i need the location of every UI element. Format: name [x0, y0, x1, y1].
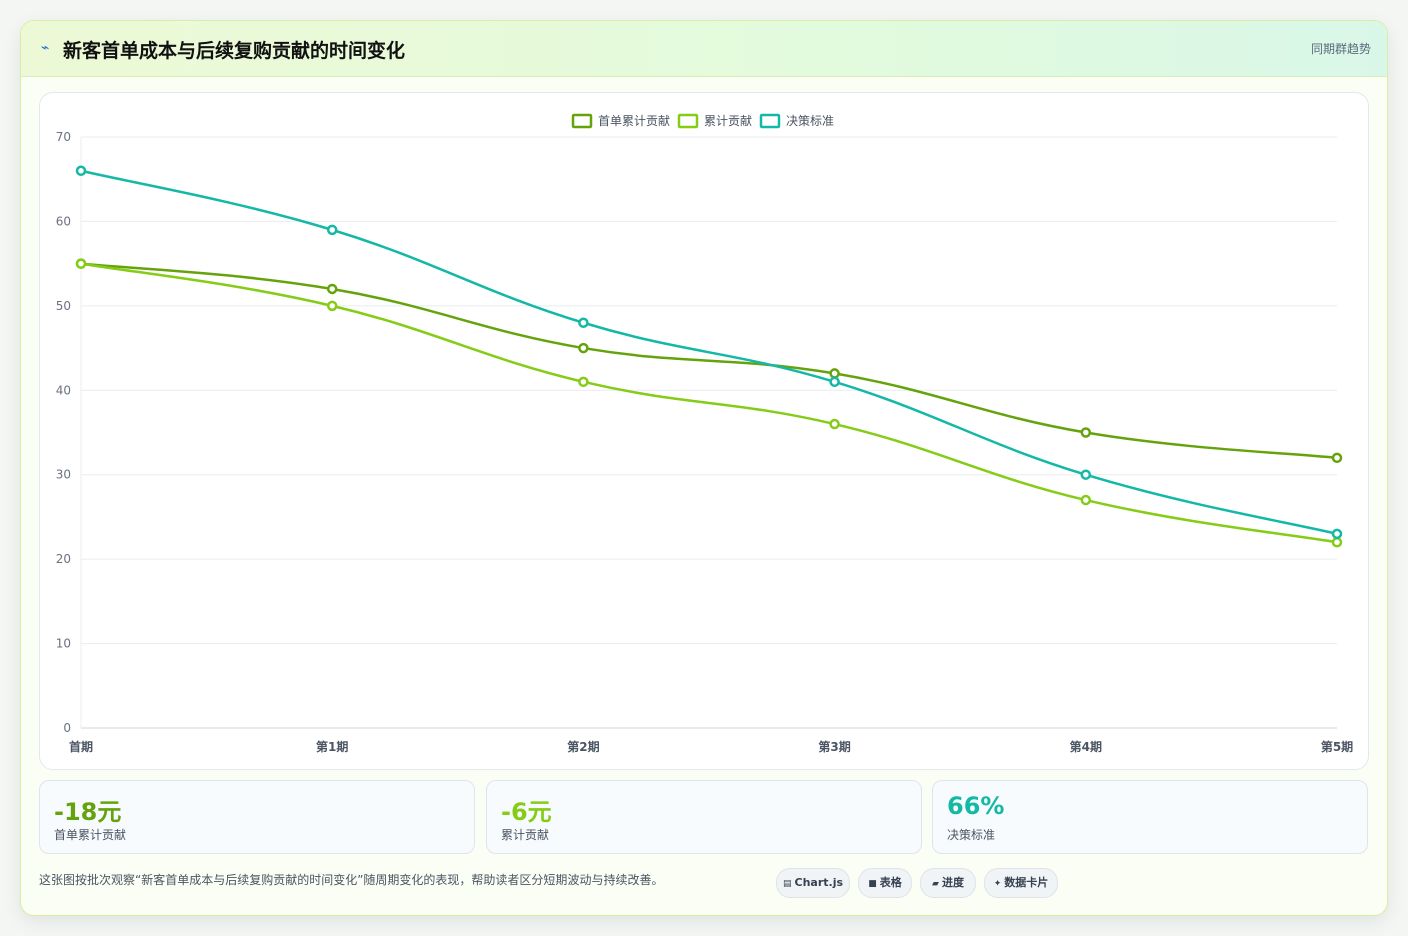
stat-value: 66% — [947, 792, 1005, 820]
legend-swatch — [759, 113, 781, 129]
header-tag: 同期群趋势 — [1310, 42, 1371, 56]
stat-label: 累计贡献 — [501, 828, 550, 842]
legend-swatch — [571, 113, 593, 129]
table-icon: ■ — [868, 879, 877, 889]
y-tick-label: 10 — [56, 637, 71, 651]
x-tick-label: 首期 — [69, 739, 93, 754]
data-point — [1080, 494, 1092, 506]
sparkle-icon: ✦ — [993, 879, 1002, 889]
legend-label: 累计贡献 — [704, 113, 752, 128]
legend-swatch — [677, 113, 699, 129]
data-point — [829, 368, 840, 379]
data-point — [1331, 528, 1343, 540]
card-header: ⌁ 新客首单成本与后续复购贡献的时间变化 同期群趋势 — [21, 21, 1387, 77]
progress-icon: ▰ — [932, 879, 939, 889]
stat-label: 首单累计贡献 — [54, 828, 127, 842]
line-chart: 0 10 20 30 40 50 60 70 首期 第1期 第2期 第3期 第4期 第5期 首单累计贡献 累计… — [56, 113, 1353, 754]
trend-icon: ⌁ — [41, 40, 50, 56]
x-tick-label: 第5期 — [1321, 739, 1353, 754]
pill-progress[interactable]: ▰ 进度 — [920, 868, 976, 898]
y-tick-label: 70 — [56, 130, 71, 144]
data-point — [326, 283, 338, 295]
stat-card-decision: 66% 决策标准 — [932, 780, 1368, 854]
stat-card-cumulative: -6元 累计贡献 — [486, 780, 922, 854]
legend-label: 首单累计贡献 — [598, 113, 670, 128]
stat-label: 决策标准 — [947, 828, 996, 842]
y-tick-label: 50 — [56, 299, 71, 313]
stat-card-first-order: -18元 首单累计贡献 — [39, 780, 475, 854]
x-tick-label: 第3期 — [818, 739, 850, 754]
y-tick-label: 40 — [56, 383, 71, 397]
chart-description: 这张图按批次观察“新客首单成本与后续复购贡献的时间变化”随周期变化的表现，帮助读… — [39, 873, 664, 887]
series-line — [80, 262, 1338, 460]
data-point — [1331, 537, 1343, 548]
data-point — [829, 418, 840, 430]
y-tick-label: 30 — [56, 468, 71, 482]
stat-value: -18元 — [54, 798, 122, 826]
x-tick-label: 第4期 — [1070, 739, 1102, 754]
pill-table[interactable]: ■ 表格 — [858, 868, 912, 898]
legend-label: 决策标准 — [786, 114, 834, 128]
data-point — [578, 317, 589, 328]
x-tick-label: 第2期 — [567, 739, 599, 754]
series-line — [80, 262, 1338, 544]
data-point — [75, 258, 87, 269]
pill-data-card[interactable]: ✦ 数据卡片 — [984, 868, 1058, 898]
y-tick-label: 0 — [63, 721, 71, 735]
data-point — [1080, 427, 1092, 438]
y-tick-label: 60 — [56, 214, 71, 228]
pill-label: 表格 — [879, 876, 902, 889]
pill-label: 数据卡片 — [1004, 876, 1049, 889]
page-title: 新客首单成本与后续复购贡献的时间变化 — [63, 40, 406, 62]
chart-card: ⌁ 新客首单成本与后续复购贡献的时间变化 同期群趋势 0 10 20 30 40 50 60… — [20, 20, 1388, 916]
data-point — [326, 300, 338, 312]
chart-icon: ▤ — [782, 879, 792, 889]
pill-chartjs[interactable]: ▤ Chart.js — [776, 868, 850, 898]
data-point — [1331, 452, 1343, 464]
x-tick-label: 第1期 — [316, 739, 348, 754]
data-point — [1080, 469, 1092, 480]
data-point — [326, 224, 338, 236]
chart-panel: 0 10 20 30 40 50 60 70 首期 第1期 第2期 第3期 第4期 第5期 首单累计贡献 累计… — [39, 92, 1369, 770]
data-point — [578, 342, 589, 354]
data-point — [75, 165, 87, 177]
data-point — [578, 376, 589, 388]
series-line — [80, 169, 1338, 536]
pill-label: Chart.js — [794, 876, 844, 889]
pill-label: 进度 — [941, 876, 964, 889]
y-tick-label: 20 — [56, 552, 71, 566]
data-point — [829, 376, 840, 388]
stat-value: -6元 — [501, 798, 552, 826]
